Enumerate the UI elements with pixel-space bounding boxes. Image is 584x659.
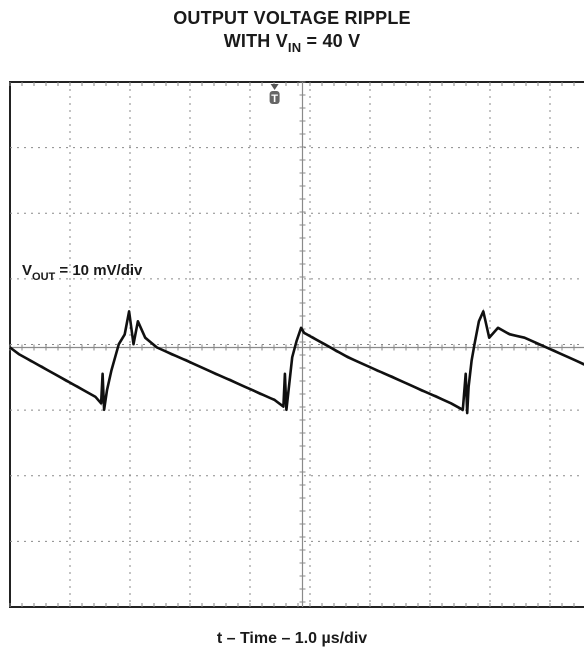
- ripple-trace-noise: [9, 308, 584, 414]
- title-suffix: = 40 V: [301, 31, 361, 51]
- trace-layer: [9, 308, 584, 415]
- title-prefix: WITH V: [223, 31, 288, 51]
- trigger-marker-layer: T: [269, 84, 280, 105]
- title-subscript: IN: [287, 40, 302, 55]
- vout-scale-annotation: VOUT = 10 mV/div: [22, 262, 143, 283]
- trigger-arrow-icon: [270, 84, 279, 90]
- vout-suffix: = 10 mV/div: [55, 262, 143, 279]
- chart-title-line2: WITH VIN = 40 V: [0, 31, 584, 55]
- chart-title-line1: OUTPUT VOLTAGE RIPPLE: [173, 8, 411, 28]
- vout-prefix: V: [22, 262, 33, 279]
- grid: [9, 81, 584, 608]
- trigger-badge: [269, 91, 280, 104]
- trigger-label: T: [271, 93, 278, 105]
- x-axis-label: t – Time – 1.0 µs/div: [216, 630, 368, 647]
- vout-subscript: OUT: [32, 271, 56, 283]
